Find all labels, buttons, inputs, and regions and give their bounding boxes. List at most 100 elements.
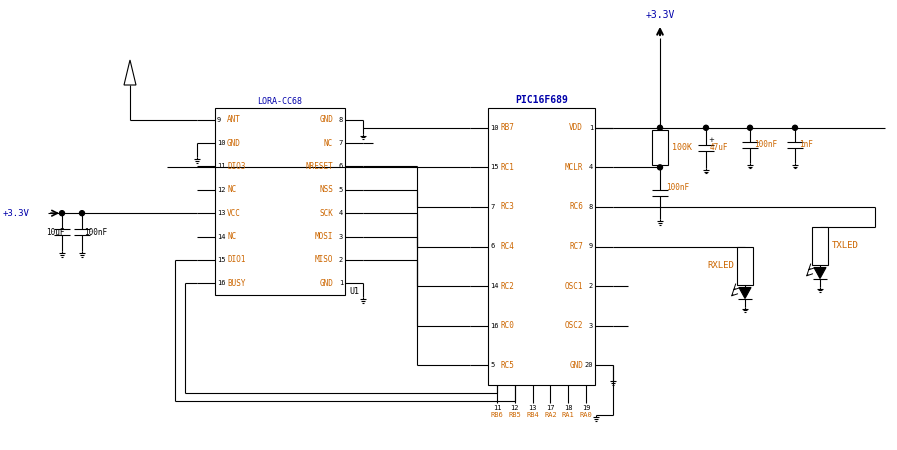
Text: RA1: RA1 [562, 412, 575, 418]
Circle shape [658, 165, 663, 170]
Text: NC: NC [227, 232, 236, 241]
Text: 3: 3 [339, 234, 343, 239]
Text: GND: GND [319, 279, 333, 288]
Text: NC: NC [227, 185, 236, 194]
Text: 7: 7 [339, 140, 343, 146]
Text: 47uF: 47uF [710, 143, 728, 152]
Text: MOSI: MOSI [315, 232, 333, 241]
Text: 5: 5 [339, 187, 343, 193]
Text: 12: 12 [510, 405, 519, 411]
Text: VDD: VDD [569, 123, 583, 132]
Text: 15: 15 [490, 164, 499, 171]
Bar [652, 130, 668, 165]
Text: 16: 16 [490, 323, 499, 328]
Text: 10uF: 10uF [46, 228, 65, 237]
Text: 100nF: 100nF [84, 228, 107, 237]
Text: 8: 8 [339, 117, 343, 123]
Text: OSC2: OSC2 [564, 321, 583, 330]
Text: 14: 14 [490, 283, 499, 289]
Text: NRESET: NRESET [305, 162, 333, 171]
Text: 13: 13 [528, 405, 536, 411]
Text: ANT: ANT [227, 115, 241, 124]
Bar [488, 108, 595, 385]
Text: 2: 2 [588, 283, 593, 289]
Text: RC2: RC2 [500, 282, 514, 291]
Bar [737, 247, 753, 284]
Polygon shape [814, 267, 826, 279]
Text: RC3: RC3 [500, 202, 514, 211]
Text: RC0: RC0 [500, 321, 514, 330]
Bar [215, 108, 345, 295]
Text: 4: 4 [588, 164, 593, 171]
Text: RC6: RC6 [569, 202, 583, 211]
Text: GND: GND [227, 139, 241, 148]
Text: PIC16F689: PIC16F689 [515, 95, 568, 105]
Text: 17: 17 [546, 405, 554, 411]
Text: 4: 4 [339, 210, 343, 216]
Text: 2: 2 [339, 257, 343, 263]
Text: RB5: RB5 [509, 412, 521, 418]
Text: TXLED: TXLED [832, 241, 858, 250]
Text: U1: U1 [349, 287, 359, 296]
Text: +3.3V: +3.3V [3, 209, 30, 218]
Text: +: + [708, 137, 714, 143]
Text: 13: 13 [217, 210, 225, 216]
Text: NC: NC [324, 139, 333, 148]
Text: RA2: RA2 [544, 412, 557, 418]
Text: 100nF: 100nF [666, 183, 689, 192]
Text: VCC: VCC [227, 209, 241, 218]
Text: 100nF: 100nF [754, 140, 777, 149]
Text: 3: 3 [588, 323, 593, 328]
Text: 1: 1 [588, 125, 593, 131]
Text: 9: 9 [588, 243, 593, 249]
Text: DIO1: DIO1 [227, 256, 246, 265]
Text: 9: 9 [217, 117, 222, 123]
Text: 11: 11 [217, 163, 225, 170]
Text: 100K: 100K [672, 143, 692, 152]
Text: RC5: RC5 [500, 361, 514, 370]
Text: 11: 11 [492, 405, 501, 411]
Text: RC7: RC7 [569, 242, 583, 251]
Text: 7: 7 [490, 204, 494, 210]
Text: 1: 1 [339, 280, 343, 286]
Text: 5: 5 [490, 362, 494, 368]
Text: 20: 20 [585, 362, 593, 368]
Text: OSC1: OSC1 [564, 282, 583, 291]
Text: RB6: RB6 [491, 412, 503, 418]
Text: 8: 8 [588, 204, 593, 210]
Text: LORA-CC68: LORA-CC68 [257, 98, 302, 107]
Circle shape [658, 125, 663, 130]
Text: GND: GND [319, 115, 333, 124]
Text: 15: 15 [217, 257, 225, 263]
Text: SCK: SCK [319, 209, 333, 218]
Text: 12: 12 [217, 187, 225, 193]
Circle shape [747, 125, 753, 130]
Text: BUSY: BUSY [227, 279, 246, 288]
Text: RB4: RB4 [527, 412, 539, 418]
Text: MCLR: MCLR [564, 163, 583, 172]
Text: 1nF: 1nF [799, 140, 813, 149]
Polygon shape [739, 288, 751, 298]
Text: 19: 19 [582, 405, 590, 411]
Text: 10: 10 [217, 140, 225, 146]
Text: RA0: RA0 [579, 412, 592, 418]
Text: 18: 18 [564, 405, 572, 411]
Text: RXLED: RXLED [707, 261, 734, 270]
Text: 16: 16 [217, 280, 225, 286]
Text: DIO3: DIO3 [227, 162, 246, 171]
Text: +3.3V: +3.3V [645, 10, 675, 20]
Circle shape [793, 125, 797, 130]
Bar [812, 226, 828, 265]
Text: RC4: RC4 [500, 242, 514, 251]
Text: 6: 6 [490, 243, 494, 249]
Text: 14: 14 [217, 234, 225, 239]
Circle shape [703, 125, 709, 130]
Text: MISO: MISO [315, 256, 333, 265]
Text: 6: 6 [339, 163, 343, 170]
Circle shape [80, 211, 84, 216]
Text: RC1: RC1 [500, 163, 514, 172]
Text: GND: GND [569, 361, 583, 370]
Circle shape [59, 211, 65, 216]
Text: 10: 10 [490, 125, 499, 131]
Text: NSS: NSS [319, 185, 333, 194]
